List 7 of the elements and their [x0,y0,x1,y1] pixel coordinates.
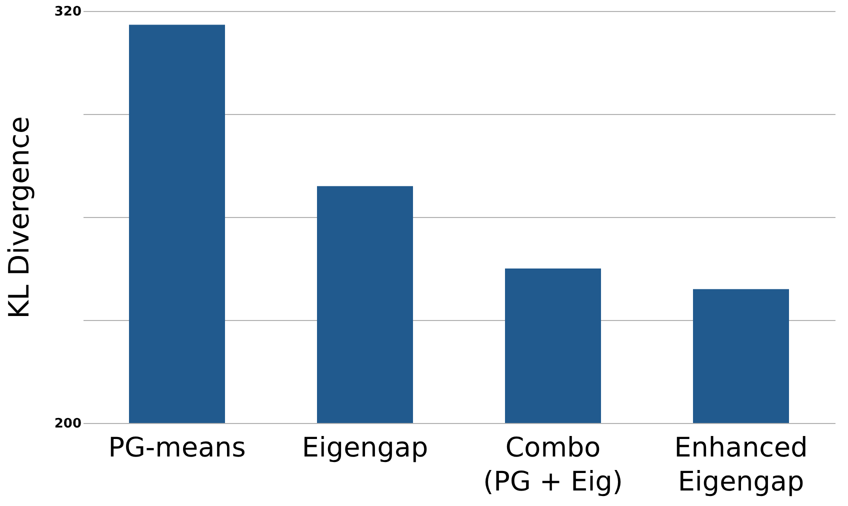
x-tick-label: Combo (PG + Eig) [483,432,623,498]
x-tick-label: PG-means [108,432,246,464]
x-tick-label: Enhanced Eigengap [674,432,808,498]
x-tick-label: Eigengap [302,432,428,464]
y-tick-label: 200 [54,416,82,432]
y-tick-label: 320 [54,4,82,20]
y-axis-title: KL Divergence [2,116,36,319]
